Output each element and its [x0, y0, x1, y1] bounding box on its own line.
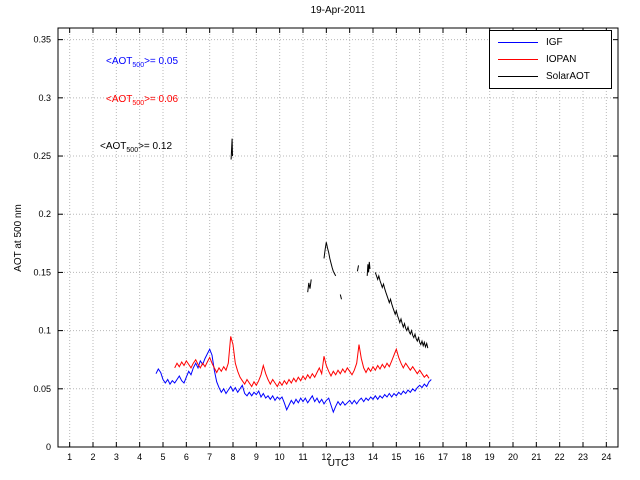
x-tick-label: 5 — [160, 452, 165, 462]
mean-aot-annotation: <AOT500>= 0.12 — [100, 141, 173, 154]
x-tick-label: 22 — [555, 452, 565, 462]
x-tick-label: 7 — [207, 452, 212, 462]
series-solaraot-line — [339, 294, 342, 300]
legend-item-label: IOPAN — [546, 54, 577, 65]
x-tick-label: 4 — [137, 452, 142, 462]
x-tick-label: 12 — [321, 452, 331, 462]
series-solaraot-line — [323, 242, 337, 277]
series-solaraot-line — [374, 272, 429, 349]
legend-item-label: SolarAOT — [546, 71, 590, 82]
x-tick-label: 19 — [485, 452, 495, 462]
x-tick-label: 10 — [275, 452, 285, 462]
x-tick-label: 15 — [391, 452, 401, 462]
legend-item-solaraot: SolarAOT — [490, 68, 611, 85]
legend: IGF IOPAN SolarAOT — [489, 30, 612, 89]
legend-line-sample — [498, 76, 538, 77]
y-tick-label: 0.05 — [33, 384, 51, 394]
legend-item-igf: IGF — [490, 34, 611, 51]
series-solaraot-line — [366, 261, 371, 276]
x-tick-label: 2 — [90, 452, 95, 462]
axes-box — [57, 27, 619, 448]
mean-aot-annotation: <AOT500>= 0.06 — [106, 94, 179, 107]
series-solaraot-line — [307, 279, 312, 293]
x-tick-label: 14 — [368, 452, 378, 462]
y-tick-label: 0.3 — [38, 93, 51, 103]
legend-item-label: IGF — [546, 37, 563, 48]
legend-line-sample — [498, 42, 538, 43]
x-tick-label: 9 — [254, 452, 259, 462]
series-iopan-line — [174, 336, 430, 388]
y-tick-label: 0.25 — [33, 151, 51, 161]
x-tick-label: 16 — [415, 452, 425, 462]
x-tick-label: 24 — [601, 452, 611, 462]
x-tick-label: 23 — [578, 452, 588, 462]
y-axis-label: AOT at 500 nm — [13, 204, 24, 272]
y-tick-label: 0.15 — [33, 267, 51, 277]
series-solaraot-line — [356, 265, 359, 272]
x-tick-label: 1 — [67, 452, 72, 462]
x-tick-label: 21 — [531, 452, 541, 462]
y-tick-label: 0 — [46, 442, 51, 452]
x-tick-label: 17 — [438, 452, 448, 462]
x-tick-label: 20 — [508, 452, 518, 462]
y-tick-label: 0.2 — [38, 209, 51, 219]
x-tick-label: 8 — [230, 452, 235, 462]
legend-item-iopan: IOPAN — [490, 51, 611, 68]
chart-title: 19-Apr-2011 — [310, 5, 366, 16]
x-tick-label: 3 — [114, 452, 119, 462]
x-tick-label: 18 — [461, 452, 471, 462]
x-axis-label: UTC — [327, 458, 349, 469]
mean-aot-annotation: <AOT500>= 0.05 — [106, 56, 179, 69]
y-tick-label: 0.1 — [38, 326, 51, 336]
x-tick-label: 11 — [298, 452, 307, 462]
series-igf-line — [155, 347, 432, 414]
series-solaraot-line — [230, 138, 233, 160]
legend-line-sample — [498, 59, 538, 60]
x-tick-label: 13 — [345, 452, 355, 462]
x-tick-label: 6 — [184, 452, 189, 462]
y-tick-label: 0.35 — [33, 35, 51, 45]
